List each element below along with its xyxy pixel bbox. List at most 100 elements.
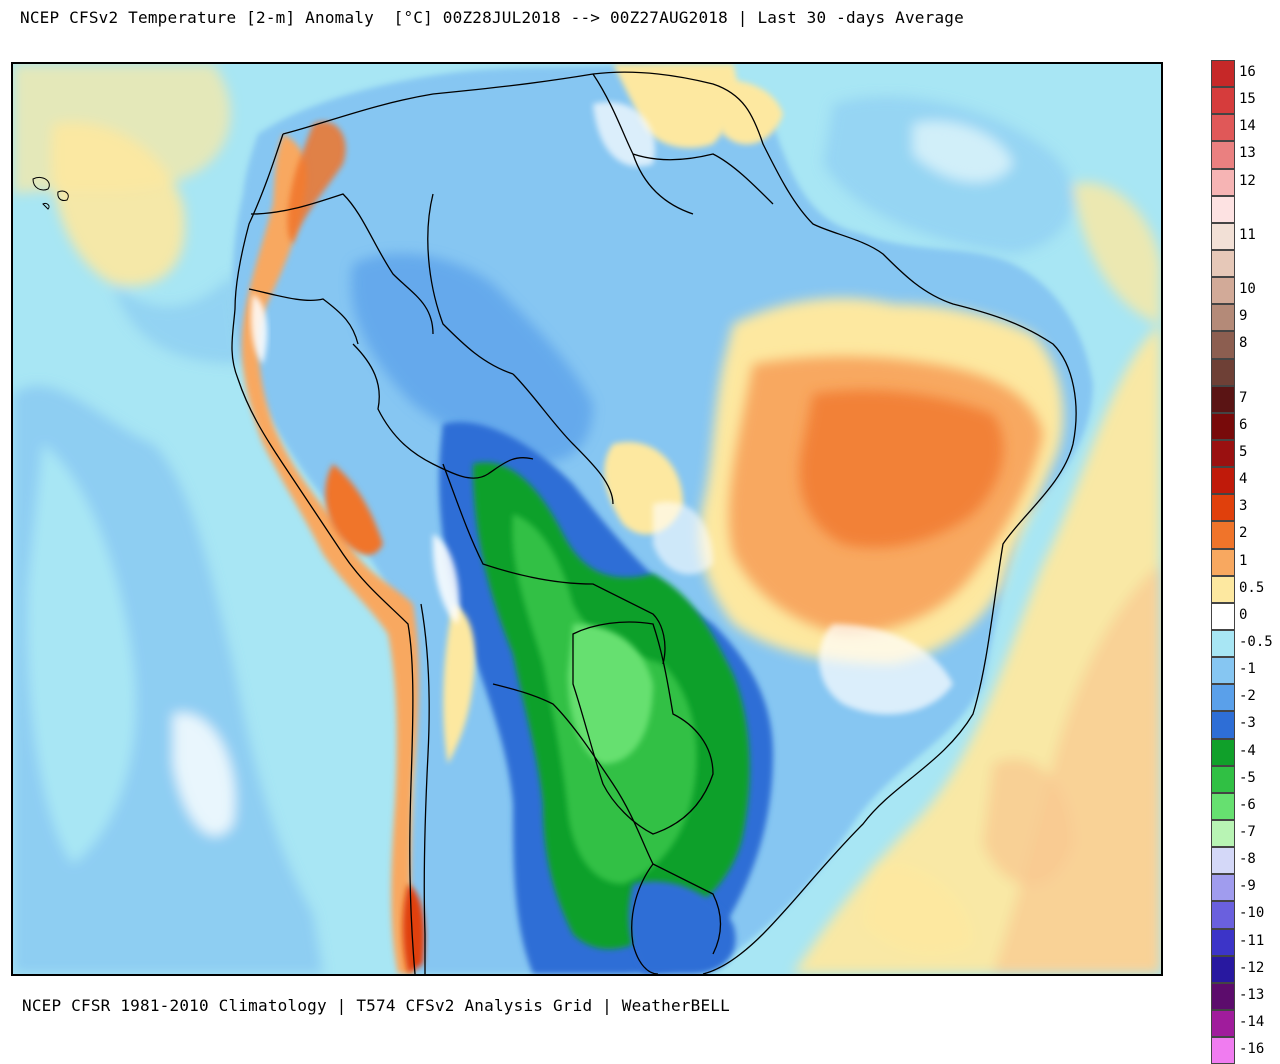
legend-swatch <box>1211 548 1235 576</box>
legend-swatch <box>1211 602 1235 630</box>
legend-row: -3 <box>1211 711 1271 739</box>
legend-label: 14 <box>1239 118 1256 135</box>
legend-label: -13 <box>1239 986 1265 1003</box>
legend-label: -12 <box>1239 959 1265 976</box>
legend-row: 9 <box>1211 304 1271 332</box>
legend-row: 0 <box>1211 602 1271 630</box>
legend-label: -3 <box>1239 715 1256 732</box>
legend-label: 15 <box>1239 91 1256 108</box>
legend-row: 0.5 <box>1211 575 1271 603</box>
legend-row: -12 <box>1211 955 1271 983</box>
legend-row <box>1211 249 1271 278</box>
legend-row: -2 <box>1211 684 1271 712</box>
legend-swatch <box>1211 1009 1235 1038</box>
legend-swatch <box>1211 955 1235 983</box>
legend-swatch <box>1211 684 1235 712</box>
legend-row: -4 <box>1211 738 1271 766</box>
legend-swatch <box>1211 141 1235 169</box>
legend-label: -1 <box>1239 661 1256 678</box>
legend-label: 1 <box>1239 552 1248 569</box>
legend-row: -10 <box>1211 901 1271 929</box>
legend-swatch <box>1211 439 1235 468</box>
legend-swatch <box>1211 738 1235 766</box>
legend-row: -11 <box>1211 928 1271 956</box>
legend-row: -5 <box>1211 765 1271 793</box>
legend-swatch <box>1211 901 1235 929</box>
legend-label: -9 <box>1239 878 1256 895</box>
legend-swatch <box>1211 494 1235 522</box>
map-title: NCEP CFSv2 Temperature [2-m] Anomaly [°C… <box>20 8 964 27</box>
legend-swatch <box>1211 331 1235 359</box>
legend-swatch <box>1211 792 1235 820</box>
legend-row: 5 <box>1211 439 1271 468</box>
legend-label: -16 <box>1239 1041 1265 1058</box>
legend-row <box>1211 195 1271 223</box>
legend-swatch <box>1211 60 1235 88</box>
legend-label: -6 <box>1239 796 1256 813</box>
legend-label: 0.5 <box>1239 579 1265 596</box>
legend-swatch <box>1211 195 1235 223</box>
atlantic-anomaly-field <box>793 96 1161 974</box>
legend-row: -13 <box>1211 982 1271 1010</box>
legend-row: 3 <box>1211 494 1271 522</box>
legend-label: 10 <box>1239 281 1256 298</box>
legend-swatch <box>1211 412 1235 440</box>
legend-swatch <box>1211 982 1235 1010</box>
legend-label: 5 <box>1239 443 1248 460</box>
legend-label: 6 <box>1239 416 1248 433</box>
legend-label: 13 <box>1239 145 1256 162</box>
legend-swatch <box>1211 385 1235 413</box>
legend-swatch <box>1211 249 1235 278</box>
legend-label: 9 <box>1239 308 1248 325</box>
legend-label: -2 <box>1239 688 1256 705</box>
legend-row: -14 <box>1211 1009 1271 1038</box>
legend-swatch <box>1211 657 1235 685</box>
legend-swatch <box>1211 874 1235 902</box>
legend-label: -8 <box>1239 851 1256 868</box>
legend-label: 8 <box>1239 335 1248 352</box>
legend-swatch <box>1211 928 1235 956</box>
legend-row: 10 <box>1211 277 1271 305</box>
legend-row: 8 <box>1211 331 1271 359</box>
legend-swatch <box>1211 1037 1235 1064</box>
legend-swatch <box>1211 575 1235 603</box>
legend-label: 2 <box>1239 525 1248 542</box>
map-footer: NCEP CFSR 1981-2010 Climatology | T574 C… <box>22 996 730 1015</box>
legend-row: 7 <box>1211 385 1271 413</box>
legend-label: -4 <box>1239 742 1256 759</box>
legend-row: -0.5 <box>1211 629 1273 658</box>
legend-row: 6 <box>1211 412 1271 440</box>
legend-label: 16 <box>1239 64 1256 80</box>
legend-row: -8 <box>1211 847 1271 875</box>
continent-anomaly-field <box>232 64 1094 974</box>
legend-label: -11 <box>1239 932 1265 949</box>
legend-swatch <box>1211 467 1235 495</box>
legend-swatch <box>1211 711 1235 739</box>
legend-swatch <box>1211 304 1235 332</box>
legend-label: 7 <box>1239 389 1248 406</box>
legend-row: -1 <box>1211 657 1271 685</box>
legend-label: -0.5 <box>1239 633 1273 650</box>
legend-row: -16 <box>1211 1037 1271 1064</box>
legend-row: 2 <box>1211 521 1271 549</box>
legend-swatch <box>1211 222 1235 250</box>
legend-label: -7 <box>1239 823 1256 840</box>
legend-swatch <box>1211 765 1235 793</box>
legend-label: 0 <box>1239 606 1248 623</box>
legend-row: 4 <box>1211 467 1271 495</box>
legend-swatch <box>1211 168 1235 196</box>
legend-swatch <box>1211 114 1235 142</box>
legend-row <box>1211 358 1271 386</box>
legend-label: -5 <box>1239 769 1256 786</box>
color-scale-legend: 16 15 14 13 12 11 10 9 8 7 6 5 4 3 2 1 0.5 0 -0.5 -1 -2 -3 -4 -… <box>1211 60 1273 1064</box>
legend-swatch <box>1211 87 1235 115</box>
map-canvas <box>13 64 1161 974</box>
legend-label: 11 <box>1239 226 1256 243</box>
legend-label: -10 <box>1239 905 1265 922</box>
legend-row: 16 <box>1211 60 1271 88</box>
legend-label: 12 <box>1239 172 1256 189</box>
legend-label: 3 <box>1239 498 1248 515</box>
legend-row: 12 <box>1211 168 1271 196</box>
legend-swatch <box>1211 521 1235 549</box>
legend-row: 1 <box>1211 548 1271 576</box>
